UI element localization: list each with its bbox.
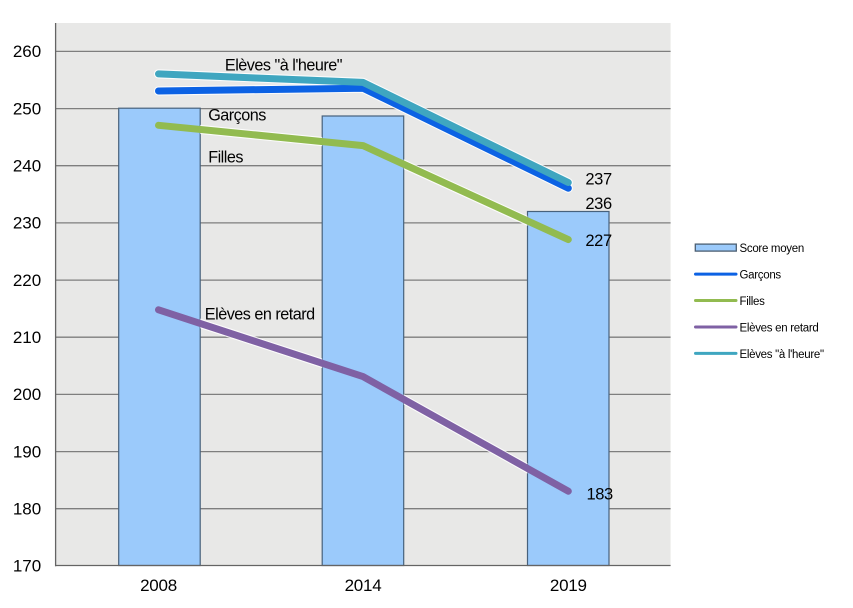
svg-text:210: 210 [13, 328, 41, 347]
svg-text:2014: 2014 [345, 576, 382, 595]
svg-text:250: 250 [13, 99, 41, 118]
svg-text:Elèves en retard: Elèves en retard [205, 306, 315, 324]
svg-text:2019: 2019 [550, 576, 587, 595]
svg-text:230: 230 [13, 214, 41, 233]
svg-text:183: 183 [587, 486, 614, 504]
svg-text:180: 180 [13, 500, 41, 519]
svg-text:2008: 2008 [140, 576, 177, 595]
svg-text:227: 227 [585, 232, 612, 250]
svg-text:240: 240 [13, 157, 41, 176]
svg-text:236: 236 [585, 195, 612, 213]
svg-text:237: 237 [585, 170, 612, 188]
svg-text:200: 200 [13, 385, 41, 404]
svg-text:Garçons: Garçons [208, 106, 266, 124]
svg-text:Filles: Filles [208, 149, 243, 167]
svg-text:260: 260 [13, 42, 41, 61]
svg-text:220: 220 [13, 271, 41, 290]
svg-text:Elèves "à l'heure": Elèves "à l'heure" [225, 57, 343, 75]
svg-text:190: 190 [13, 442, 41, 461]
svg-text:Garçons: Garçons [740, 270, 782, 282]
svg-text:Elèves en retard: Elèves en retard [740, 322, 819, 334]
svg-text:Score moyen: Score moyen [740, 243, 804, 255]
svg-text:Elèves "à l'heure": Elèves "à l'heure" [740, 349, 824, 361]
svg-text:170: 170 [13, 557, 41, 576]
svg-text:Filles: Filles [740, 296, 766, 308]
